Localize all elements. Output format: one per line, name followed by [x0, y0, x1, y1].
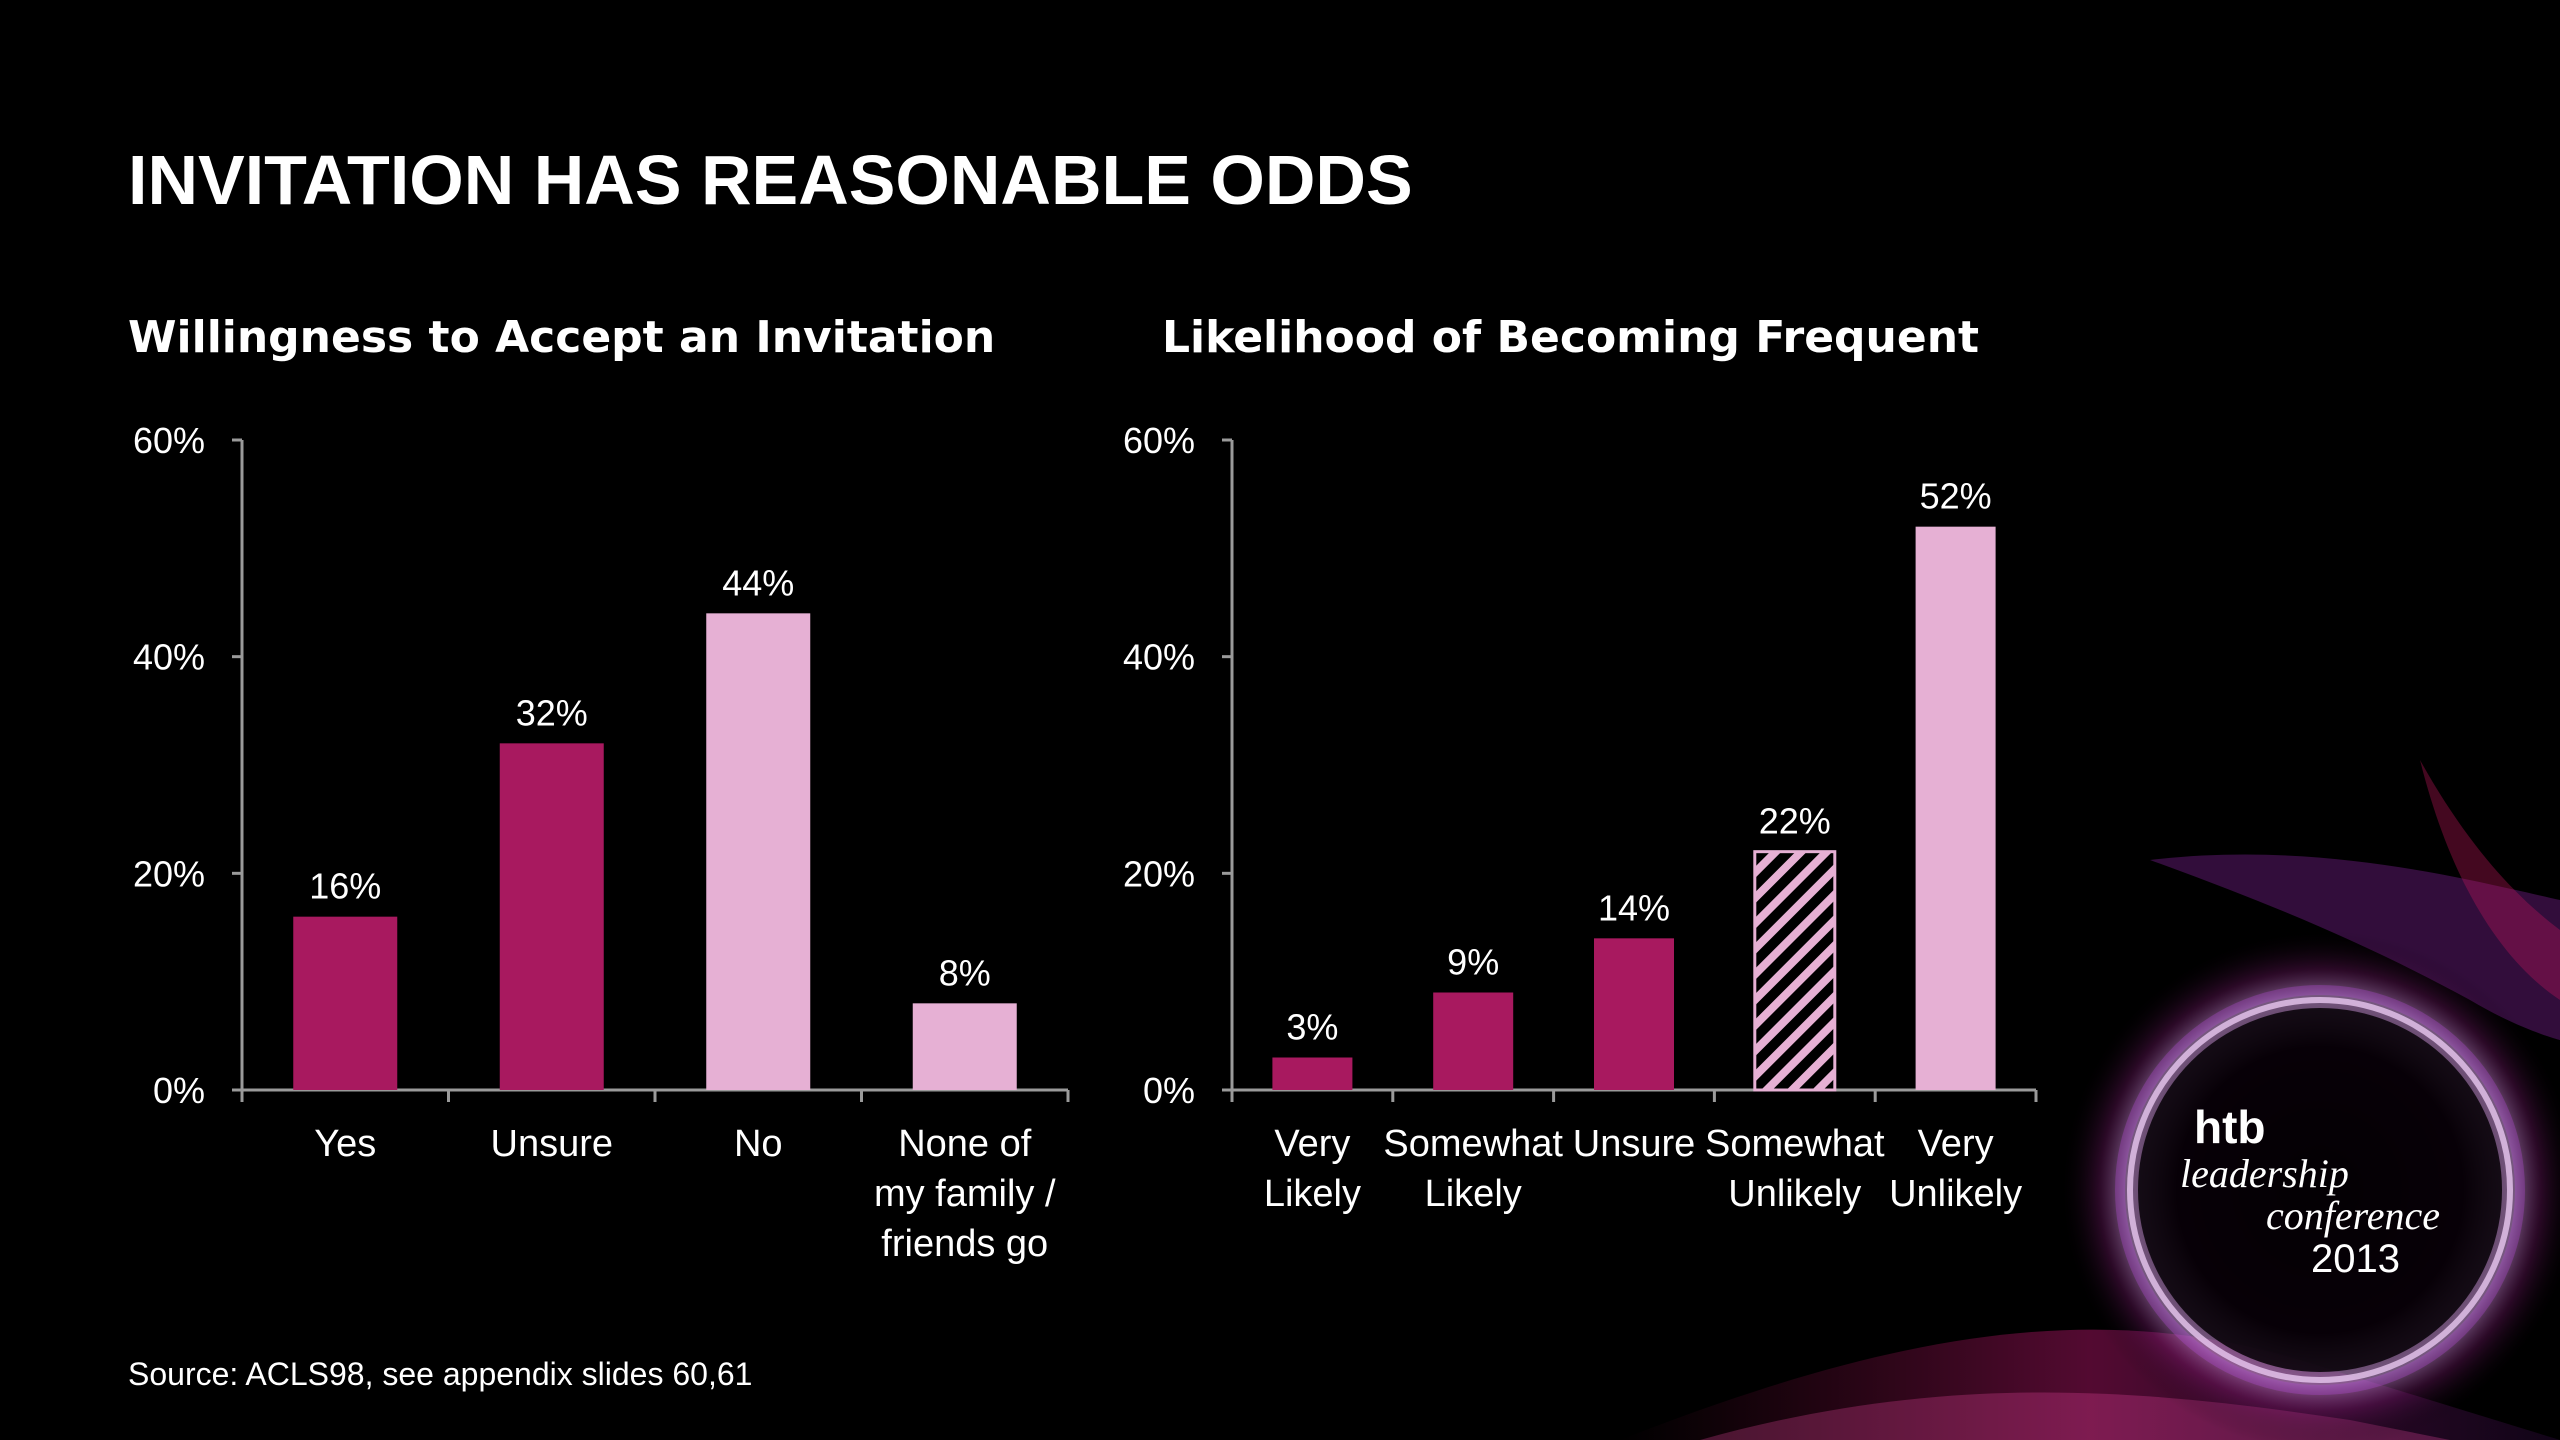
bar: [1433, 992, 1514, 1090]
bar: [912, 1003, 1017, 1090]
conference-logo: htb leadership conference 2013: [2180, 1100, 2440, 1280]
x-tick-label: Somewhat: [1383, 1123, 1563, 1165]
chart-title-likelihood: Likelihood of Becoming Frequent: [1162, 312, 1980, 363]
data-label: 16%: [309, 866, 381, 907]
data-label: 9%: [1447, 942, 1499, 983]
bar: [1915, 526, 1996, 1090]
data-label: 44%: [722, 562, 794, 603]
x-tick-label: Likely: [1264, 1173, 1361, 1215]
x-tick-label: Yes: [314, 1123, 376, 1165]
y-tick-label: 20%: [133, 853, 205, 894]
x-tick-label: friends go: [881, 1223, 1048, 1265]
x-tick-label: Unsure: [1573, 1123, 1696, 1165]
x-tick-label: None of: [898, 1123, 1032, 1165]
x-tick-label: my family /: [874, 1173, 1056, 1215]
x-tick-label: No: [734, 1123, 783, 1165]
logo-brand: htb: [2194, 1101, 2266, 1153]
chart-willingness: 0% 20% 40% 60% 16% Yes 32% Unsure 44% No 8% None of…: [133, 420, 1070, 1265]
bar: [499, 743, 604, 1090]
logo-line-3: 2013: [2311, 1237, 2400, 1281]
x-tick-label: Unlikely: [1728, 1173, 1861, 1215]
data-label: 14%: [1598, 887, 1670, 928]
x-tick-label: Very: [1274, 1123, 1350, 1165]
data-label: 8%: [939, 952, 991, 993]
chart-likelihood: 0% 20% 40% 60% 3% Very Likely 9% Somewhat Likely 1…: [1123, 420, 2038, 1215]
data-label: 52%: [1920, 476, 1992, 517]
data-label: 3%: [1286, 1007, 1338, 1048]
logo-line-2: conference: [2266, 1193, 2440, 1238]
slide-title: INVITATION HAS REASONABLE ODDS: [128, 141, 1413, 219]
data-label: 22%: [1759, 801, 1831, 842]
bar: [293, 916, 398, 1090]
y-tick-label: 60%: [1123, 420, 1195, 461]
x-tick-label: Somewhat: [1705, 1123, 1885, 1165]
y-tick-label: 40%: [133, 637, 205, 678]
y-tick-label: 60%: [133, 420, 205, 461]
bar: [1272, 1057, 1353, 1090]
bar: [1594, 938, 1674, 1090]
y-tick-label: 20%: [1123, 853, 1195, 894]
y-tick-label: 40%: [1123, 637, 1195, 678]
y-tick-label: 0%: [1143, 1070, 1195, 1111]
x-tick-label: Unsure: [491, 1123, 614, 1165]
data-label: 32%: [516, 692, 588, 733]
logo-line-1: leadership: [2180, 1151, 2349, 1196]
y-tick-label: 0%: [153, 1070, 205, 1111]
chart-title-willingness: Willingness to Accept an Invitation: [128, 312, 996, 363]
x-tick-label: Likely: [1425, 1173, 1522, 1215]
x-tick-label: Very: [1918, 1123, 1994, 1165]
bar: [706, 613, 811, 1090]
bar: [1753, 850, 1837, 1092]
source-note: Source: ACLS98, see appendix slides 60,6…: [128, 1356, 753, 1392]
x-tick-label: Unlikely: [1889, 1173, 2022, 1215]
